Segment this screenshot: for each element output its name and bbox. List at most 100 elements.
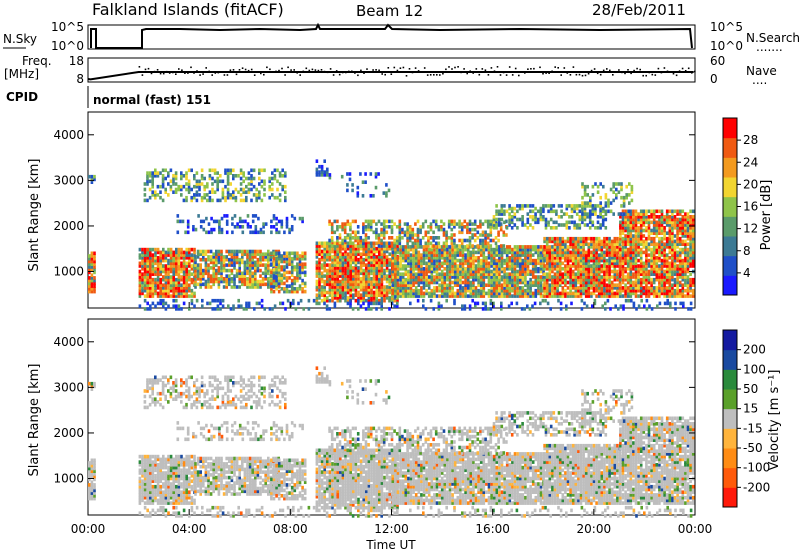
power-cell [172, 182, 175, 186]
power-cell [691, 261, 695, 266]
power-cell [230, 252, 234, 256]
power-cell [647, 236, 651, 241]
power-cell [293, 289, 297, 294]
power-cell [584, 236, 588, 241]
power-cell [632, 220, 635, 225]
power-cell [258, 190, 261, 194]
nave-point [599, 73, 602, 76]
power-cell [459, 261, 462, 266]
power-cell [172, 275, 175, 279]
power-cell [655, 250, 659, 255]
power-cell [521, 280, 525, 285]
nave-point [578, 73, 581, 76]
power-cell [629, 258, 633, 263]
power-cell [676, 220, 679, 225]
power-cell [357, 266, 360, 270]
power-cell [689, 239, 692, 244]
power-cell [453, 261, 457, 266]
power-cell [487, 275, 491, 279]
power-cell [608, 283, 611, 287]
power-cell [336, 298, 339, 303]
power-cell [446, 286, 449, 290]
power-cell [477, 264, 480, 268]
power-cell [256, 249, 260, 254]
power-cell [474, 256, 478, 260]
power-cell [90, 262, 94, 266]
power-cell [430, 291, 434, 296]
power-cell [645, 275, 648, 279]
power-cell [489, 219, 493, 224]
power-cell [665, 253, 669, 257]
nave-point [372, 69, 374, 71]
power-cell [323, 279, 326, 284]
power-cell [495, 280, 499, 285]
power-cell [443, 277, 447, 282]
power-cell [346, 252, 350, 256]
power-cell [425, 256, 428, 260]
power-cell [655, 256, 659, 260]
power-cell [537, 277, 540, 282]
power-cell [608, 264, 611, 268]
power-cell [676, 264, 679, 268]
power-cell [592, 236, 596, 241]
power-cell [513, 294, 517, 298]
power-cell [401, 286, 405, 290]
power-cell [691, 242, 695, 246]
nave-point [684, 70, 687, 72]
power-cell [676, 226, 679, 230]
power-cell [605, 236, 609, 241]
power-cell [409, 272, 413, 276]
power-cell [453, 238, 456, 243]
power-cell [333, 246, 337, 251]
power-cell [545, 264, 549, 268]
power-cell [564, 258, 567, 263]
power-cell [409, 291, 413, 296]
power-cell [344, 287, 347, 292]
power-cell [639, 269, 643, 274]
power-cell [608, 250, 611, 255]
power-cell [162, 269, 165, 274]
power-cell [508, 294, 512, 298]
power-cell [579, 253, 583, 257]
power-cell [647, 291, 651, 296]
power-cell [167, 171, 170, 175]
power-cell [443, 247, 447, 252]
power-cell [378, 293, 381, 297]
power-cell [671, 220, 674, 225]
power-cell [447, 236, 451, 240]
power-cell [246, 268, 249, 273]
power-cell [349, 293, 352, 297]
power-cell [416, 227, 420, 232]
power-cell [293, 281, 297, 286]
power-cell [671, 209, 674, 214]
power-cell [495, 209, 498, 214]
power-cell [495, 250, 499, 255]
power-cell [250, 179, 253, 184]
power-cell [169, 280, 173, 285]
power-cell [391, 283, 395, 287]
power-cell [582, 261, 585, 266]
power-cell [328, 252, 332, 256]
power-cell [323, 255, 326, 259]
power-cell [551, 275, 554, 279]
power-cell [367, 277, 371, 281]
power-cell [212, 282, 215, 287]
power-cell [417, 277, 421, 282]
power-cell [275, 276, 278, 280]
power-cell [553, 245, 557, 249]
power-cell [407, 256, 410, 260]
power-cell [673, 223, 677, 227]
power-cell [605, 291, 609, 296]
power-cell [331, 293, 334, 297]
power-cell [691, 215, 695, 219]
power-cell [159, 286, 162, 290]
power-cell [610, 245, 614, 249]
power-cell [390, 241, 394, 246]
power-cell [323, 293, 326, 297]
power-cell [435, 261, 439, 266]
power-cell [486, 219, 490, 224]
power-cell [524, 267, 527, 271]
power-cell [487, 250, 491, 255]
power-cell [556, 258, 559, 263]
power-cell [380, 296, 384, 300]
